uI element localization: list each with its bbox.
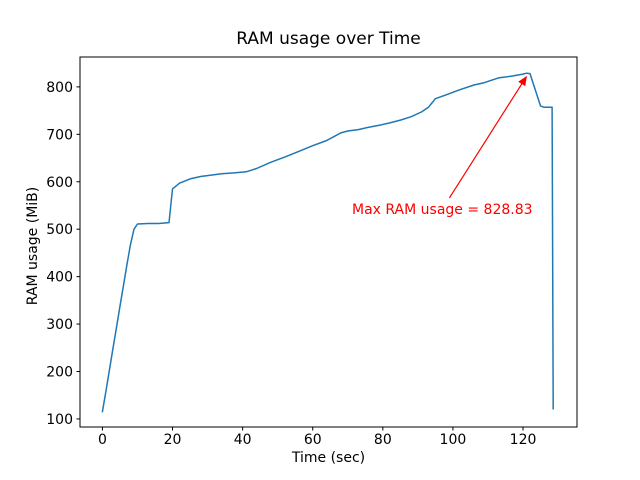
x-tick-label: 80 xyxy=(374,432,392,448)
annotation-arrow xyxy=(448,75,528,199)
ram-usage-line xyxy=(101,72,554,413)
chart-title: RAM usage over Time xyxy=(236,29,421,49)
x-tick-label: 60 xyxy=(304,432,322,448)
y-tick-label: 800 xyxy=(46,80,73,96)
y-tick-label: 200 xyxy=(46,365,73,381)
y-tick-label: 500 xyxy=(46,222,73,238)
max-ram-annotation-text: Max RAM usage = 828.83 xyxy=(352,202,533,218)
x-tick-label: 20 xyxy=(164,432,182,448)
y-tick-label: 600 xyxy=(46,175,73,191)
y-tick-label: 400 xyxy=(46,270,73,286)
x-axis-label: Time (sec) xyxy=(291,450,366,466)
y-tick-label: 100 xyxy=(46,412,73,428)
y-tick-label: 700 xyxy=(46,127,73,143)
y-tick-label: 300 xyxy=(46,317,73,333)
x-tick-label: 120 xyxy=(510,432,537,448)
x-tick-label: 100 xyxy=(440,432,467,448)
x-tick-label: 40 xyxy=(234,432,252,448)
x-tick-label: 0 xyxy=(98,432,107,448)
axes-frame xyxy=(79,56,578,428)
y-axis-label: RAM usage (MiB) xyxy=(25,186,41,306)
